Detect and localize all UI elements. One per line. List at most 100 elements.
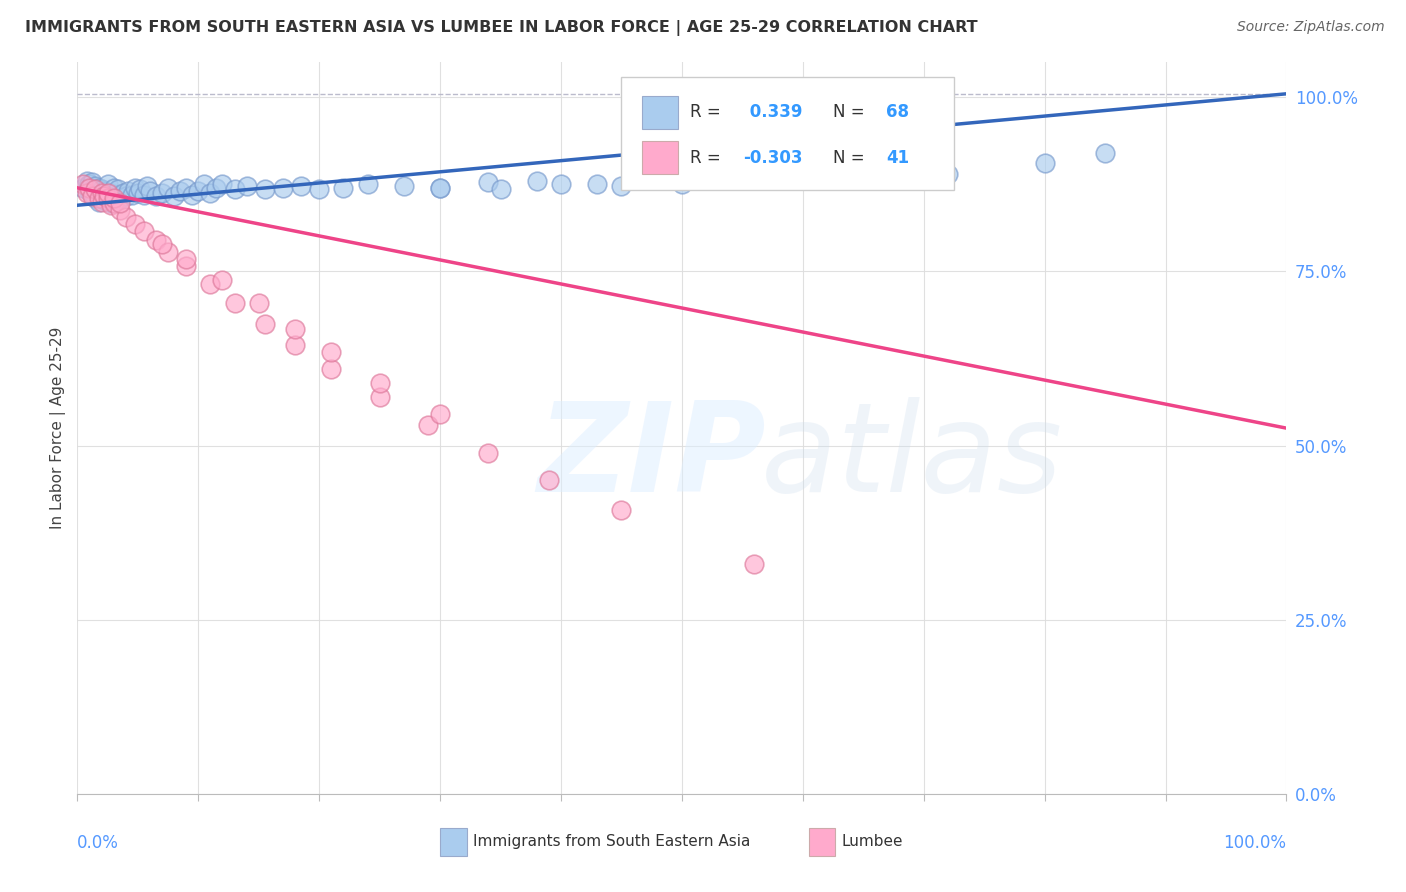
Point: [96, 189, 118, 203]
Point: [84, 191, 107, 205]
Point: [211, 178, 233, 192]
Point: [108, 203, 131, 218]
Point: [96, 186, 118, 201]
Point: [550, 178, 572, 192]
Point: [174, 181, 197, 195]
Point: [124, 181, 146, 195]
Point: [157, 244, 180, 259]
Point: [79, 181, 101, 195]
Point: [136, 179, 159, 194]
Point: [755, 170, 778, 185]
Point: [1094, 146, 1116, 161]
Point: [224, 295, 246, 310]
Point: [271, 181, 294, 195]
Point: [253, 182, 276, 196]
Point: [586, 178, 609, 192]
Point: [103, 191, 125, 205]
Point: [79, 178, 101, 192]
Point: [79, 184, 101, 198]
Point: [392, 179, 415, 194]
Point: [290, 179, 312, 194]
Point: [368, 376, 391, 390]
Point: [150, 186, 173, 201]
Point: [127, 186, 149, 201]
Point: [150, 236, 173, 251]
Text: IMMIGRANTS FROM SOUTH EASTERN ASIA VS LUMBEE IN LABOR FORCE | AGE 25-29 CORRELAT: IMMIGRANTS FROM SOUTH EASTERN ASIA VS LU…: [25, 20, 979, 36]
Point: [110, 191, 132, 205]
Point: [174, 252, 197, 266]
Text: Immigrants from South Eastern Asia: Immigrants from South Eastern Asia: [472, 834, 749, 849]
Point: [200, 277, 222, 291]
Text: 0.339: 0.339: [744, 103, 801, 121]
Point: [284, 337, 307, 351]
Y-axis label: In Labor Force | Age 25-29: In Labor Force | Age 25-29: [51, 327, 66, 529]
Point: [96, 178, 118, 192]
Point: [121, 187, 143, 202]
Text: R =: R =: [690, 149, 727, 167]
Point: [332, 181, 354, 195]
Point: [235, 179, 257, 194]
Point: [82, 187, 104, 202]
FancyBboxPatch shape: [643, 95, 678, 128]
Point: [76, 186, 98, 201]
Point: [537, 474, 560, 488]
Point: [429, 181, 451, 195]
Point: [253, 317, 276, 331]
Point: [200, 186, 222, 201]
Point: [90, 182, 112, 196]
Point: [187, 184, 209, 198]
Point: [100, 196, 122, 211]
Point: [145, 233, 167, 247]
Point: [80, 175, 103, 189]
Point: [284, 321, 307, 335]
Point: [429, 407, 451, 421]
Point: [72, 181, 94, 195]
Point: [429, 181, 451, 195]
Point: [308, 182, 330, 196]
Text: Source: ZipAtlas.com: Source: ZipAtlas.com: [1237, 20, 1385, 34]
Text: 100.0%: 100.0%: [1223, 834, 1286, 852]
Text: N =: N =: [832, 103, 870, 121]
Point: [87, 191, 110, 205]
Point: [610, 179, 633, 194]
Point: [90, 191, 112, 205]
Point: [671, 178, 693, 192]
Text: -0.303: -0.303: [744, 149, 803, 167]
Point: [205, 181, 228, 195]
Point: [181, 187, 204, 202]
Point: [93, 194, 115, 208]
Point: [105, 187, 128, 202]
Point: [416, 417, 439, 432]
Text: 0.0%: 0.0%: [77, 834, 120, 852]
Point: [108, 196, 131, 211]
Point: [839, 172, 862, 186]
Text: N =: N =: [832, 149, 870, 167]
Point: [103, 196, 125, 211]
Point: [139, 184, 162, 198]
Text: atlas: atlas: [761, 397, 1063, 518]
Point: [96, 191, 118, 205]
Point: [87, 181, 110, 195]
Text: 68: 68: [886, 103, 910, 121]
Point: [132, 224, 155, 238]
Point: [321, 344, 343, 359]
Point: [107, 182, 129, 196]
Point: [103, 191, 125, 205]
Point: [100, 186, 122, 201]
Point: [224, 182, 246, 196]
Point: [112, 186, 135, 200]
Point: [744, 557, 766, 571]
Point: [124, 217, 146, 231]
Point: [193, 178, 215, 192]
Point: [72, 178, 94, 192]
Point: [936, 167, 959, 181]
Point: [169, 184, 191, 198]
Point: [610, 502, 633, 516]
Point: [100, 198, 122, 212]
FancyBboxPatch shape: [808, 829, 835, 856]
Point: [84, 179, 107, 194]
Text: Lumbee: Lumbee: [842, 834, 903, 849]
FancyBboxPatch shape: [440, 829, 467, 856]
Point: [90, 186, 112, 201]
Text: R =: R =: [690, 103, 727, 121]
